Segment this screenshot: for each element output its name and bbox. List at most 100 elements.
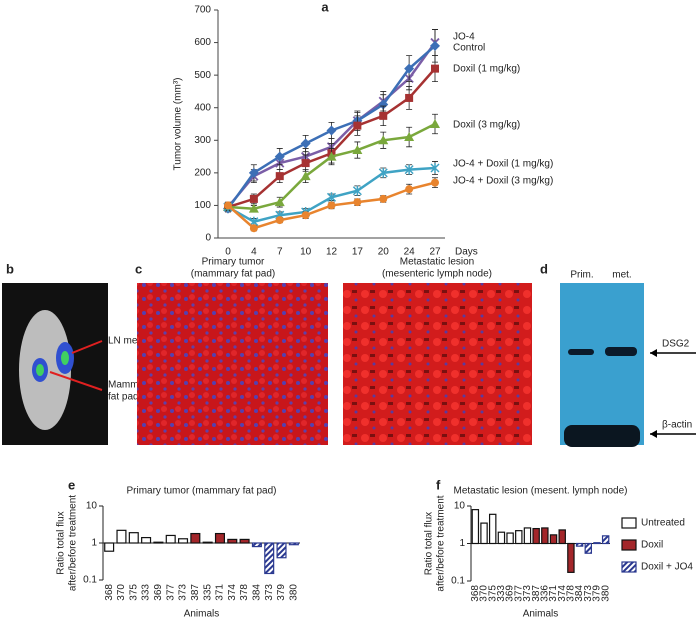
marker	[248, 167, 259, 178]
marker	[326, 151, 337, 161]
bar	[141, 536, 152, 544]
x-tick-label: 378	[566, 585, 577, 602]
arrowhead	[650, 349, 657, 438]
y-tick-label: 1	[91, 538, 97, 549]
bar	[515, 530, 523, 545]
y-tick-label: 500	[194, 70, 211, 81]
y-tick-label: 10	[454, 501, 466, 512]
image-title: (mesenteric lymph node)	[382, 269, 492, 280]
x-axis-label: Animals	[184, 609, 220, 620]
marker	[274, 151, 285, 162]
x-tick-label: 17	[352, 247, 364, 258]
x-tick-label: 374	[227, 584, 238, 601]
marker	[378, 99, 389, 110]
micrograph	[343, 283, 532, 445]
chart-title: Primary tumor (mammary fat pad)	[126, 486, 276, 497]
bar	[116, 529, 127, 544]
marker	[431, 64, 439, 73]
x-tick-label: 380	[288, 584, 299, 601]
bar	[549, 534, 558, 545]
bar	[532, 527, 540, 545]
bar	[601, 535, 610, 545]
bar	[227, 538, 238, 544]
x-tick-label: 373	[178, 584, 189, 601]
marker	[301, 211, 310, 220]
x-tick-label: 4	[251, 247, 257, 258]
bar	[575, 542, 584, 547]
x-tick-label: 379	[276, 584, 287, 601]
marker	[404, 132, 415, 142]
label: Mamm.	[108, 380, 141, 391]
bar	[584, 542, 593, 554]
bar	[523, 527, 532, 545]
marker	[327, 201, 336, 210]
legend-swatch	[621, 539, 637, 551]
y-tick-label: 300	[194, 135, 211, 146]
bar	[593, 542, 601, 545]
x-tick-label: 0	[225, 247, 231, 258]
y-tick-label: 100	[194, 200, 211, 211]
marker	[274, 197, 285, 207]
x-tick-label: 369	[153, 584, 164, 601]
bar	[153, 541, 164, 544]
bar	[165, 534, 176, 544]
marker	[430, 40, 440, 51]
panel-letter: a	[321, 0, 329, 14]
image-title: Primary tumor	[202, 257, 265, 268]
bar	[558, 529, 566, 545]
y-tick-label: 400	[194, 102, 211, 113]
band-label: DSG2	[662, 339, 690, 350]
legend-label: Doxil + JO4	[641, 562, 693, 573]
micrograph	[137, 283, 328, 445]
legend-label: Doxil	[641, 540, 663, 551]
marker	[275, 172, 284, 181]
marker	[248, 203, 259, 213]
marker	[352, 185, 362, 196]
bar	[202, 541, 213, 544]
x-axis-label: Animals	[523, 609, 559, 620]
series-label: JO-4 + Doxil (3 mg/kg)	[453, 176, 553, 187]
y-tick-label: 0.1	[83, 575, 97, 586]
y-tick-label: 10	[86, 501, 98, 512]
x-tick-label: 336	[539, 585, 550, 602]
series-label: Doxil (1 mg/kg)	[453, 64, 520, 75]
signal	[61, 351, 69, 365]
panel-letter: c	[135, 261, 142, 276]
x-tick-label: 368	[104, 584, 115, 601]
series-label: JO-4	[453, 32, 475, 43]
x-tick-label: 387	[531, 585, 542, 602]
bar	[104, 542, 115, 552]
bar	[190, 532, 201, 544]
signal	[36, 364, 44, 376]
bar	[567, 542, 575, 573]
x-tick-label: 373	[583, 585, 594, 602]
series-label: Control	[453, 43, 485, 54]
marker	[405, 185, 414, 194]
marker	[379, 194, 388, 203]
x-tick-label: 371	[215, 584, 226, 601]
x-tick-label: 387	[190, 584, 201, 601]
bar	[471, 509, 480, 545]
x-tick-label: 377	[165, 584, 176, 601]
x-tick-label: 374	[557, 585, 568, 602]
x-tick-label: 333	[496, 585, 507, 602]
y-axis-label: after/before treatment	[68, 495, 79, 591]
y-tick-label: 0	[205, 233, 211, 244]
x-tick-label: 369	[505, 585, 516, 602]
x-axis-label: Days	[455, 247, 478, 258]
panel-letter: b	[6, 261, 14, 276]
marker	[224, 201, 232, 210]
band	[564, 425, 640, 447]
bar	[541, 527, 549, 545]
legend-swatch	[621, 561, 637, 573]
x-tick-label: 371	[548, 585, 559, 602]
x-tick-label: 10	[300, 247, 312, 258]
bar	[239, 538, 250, 544]
marker	[353, 121, 362, 130]
marker	[326, 192, 337, 203]
marker	[404, 164, 414, 175]
marker	[249, 224, 258, 233]
x-tick-label: 24	[404, 247, 416, 258]
x-tick-label: 370	[116, 584, 127, 601]
